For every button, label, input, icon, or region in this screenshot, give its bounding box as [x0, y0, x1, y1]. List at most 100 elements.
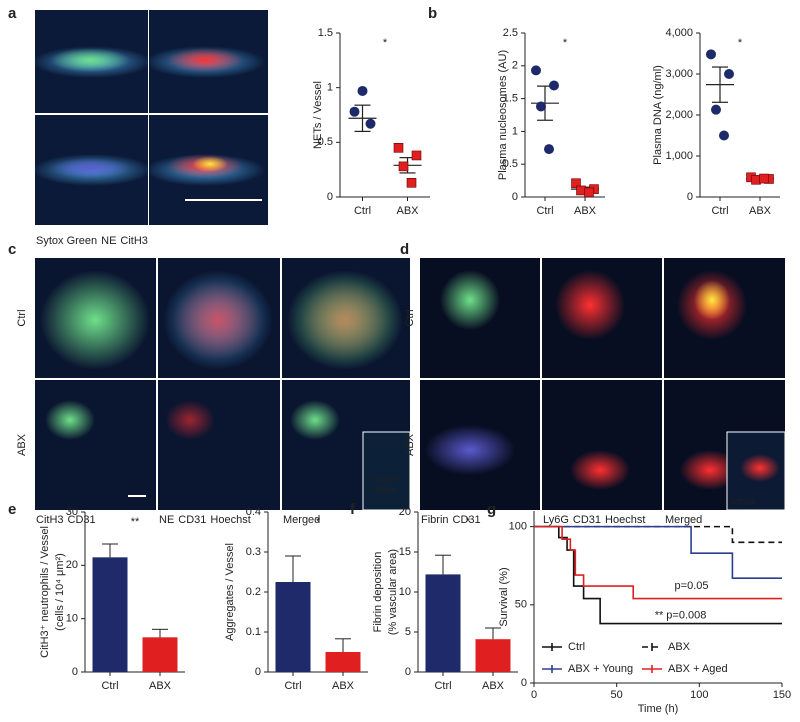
y-axis-label: Plasma DNA (ng/ml): [652, 65, 664, 165]
significance: *: [316, 516, 321, 528]
row-label: ABX: [404, 433, 416, 456]
data-point: [365, 118, 376, 129]
y-tick-label: 0.5: [318, 136, 333, 148]
y-tick-label: 10: [66, 613, 78, 625]
survival-line: [534, 525, 782, 625]
x-tick-label: 50: [611, 689, 623, 701]
y-tick-label: 0: [327, 191, 333, 203]
y-tick-label: 1.5: [503, 93, 518, 105]
image-blob: [40, 270, 150, 370]
image-tile: [542, 380, 662, 510]
y-tick-label: 20: [66, 559, 78, 571]
caption-word: CD31: [178, 514, 206, 526]
image-blob: [192, 156, 228, 172]
survival-line: [534, 525, 782, 600]
legend-label: ABX + Aged: [668, 663, 728, 675]
legend-label: ABX + Young: [568, 663, 633, 675]
image-blob: [300, 280, 390, 360]
y-tick-label: 0: [72, 666, 78, 678]
panel-letter: a: [8, 5, 17, 22]
panel-letter: d: [400, 241, 409, 258]
significance: *: [466, 516, 471, 528]
caption-word: CD31: [573, 514, 601, 526]
data-point: [393, 143, 404, 153]
image-blob: [165, 400, 215, 440]
caption-word: Merged: [665, 514, 702, 526]
caption-word: NE: [159, 514, 174, 526]
significance: **: [131, 516, 140, 528]
inset: [362, 431, 411, 511]
y-tick-label: 1: [512, 125, 518, 137]
caption-word: Fibrin: [421, 514, 449, 526]
caption-word: CitH3: [120, 235, 148, 247]
y-axis-label: Fibrin deposition: [372, 552, 384, 633]
y-tick-label: 0: [512, 191, 518, 203]
image-blob: [740, 454, 780, 482]
data-point: [576, 185, 586, 196]
image-blob: [45, 400, 95, 440]
significance: *: [738, 37, 743, 49]
data-point: [584, 187, 594, 198]
y-tick-label: 15: [399, 546, 411, 558]
image-blob: [425, 425, 515, 475]
data-point: [398, 161, 409, 172]
y-axis-label: CitH3⁺ neutrophils / Vessel: [39, 526, 51, 658]
x-tick-label: 150: [773, 689, 791, 701]
caption-word: NE: [101, 235, 116, 247]
y-tick-label: 2: [512, 60, 518, 72]
x-axis-label: Time (h): [638, 703, 679, 715]
data-point: [406, 177, 417, 188]
inset-label: Isotype: [730, 497, 756, 506]
x-tick-label: ABX: [482, 680, 505, 692]
legend-label: Ctrl: [568, 641, 585, 653]
image-blob: [680, 450, 740, 490]
inset-label: Isotype: [372, 485, 398, 494]
y-tick-label: 0: [521, 677, 527, 689]
data-point: [531, 65, 541, 76]
data-point: [549, 80, 559, 91]
y-tick-label: 0.2: [246, 586, 261, 598]
y-tick-label: 1.5: [318, 27, 333, 39]
image-blob: [50, 48, 130, 72]
data-point: [706, 49, 716, 60]
bar: [275, 582, 311, 672]
bar: [325, 652, 361, 672]
data-point: [544, 144, 554, 155]
significance: *: [563, 37, 568, 49]
data-point: [724, 69, 734, 79]
y-axis-label: Survival (%): [498, 567, 510, 626]
x-tick-label: Ctrl: [284, 680, 301, 692]
row-label: ABX: [16, 433, 28, 456]
y-axis-label: NETs / Vessel: [312, 81, 324, 149]
y-tick-label: 1,000: [665, 150, 693, 162]
y-tick-label: 2.5: [503, 27, 518, 39]
caption-word: Sytox Green: [36, 235, 97, 247]
row-label: Ctrl: [404, 309, 416, 326]
inset-label: Isotype: [372, 475, 398, 484]
survival-line: [534, 525, 782, 580]
bar: [142, 637, 178, 672]
bar: [475, 639, 511, 672]
y-tick-label: 0: [405, 666, 411, 678]
x-tick-label: Ctrl: [536, 205, 553, 217]
y-axis-label: Plasma nucleosomes (AU): [497, 50, 509, 180]
data-point: [571, 178, 581, 189]
image-tile: [35, 380, 156, 510]
significance: *: [383, 37, 388, 49]
data-point: [751, 174, 761, 185]
annotation: ** p=0.008: [655, 610, 707, 622]
y-tick-label: 5: [405, 626, 411, 638]
image-blob: [570, 450, 630, 490]
survival-line: [534, 525, 782, 544]
legend-label: ABX: [668, 641, 691, 653]
y-tick-label: 0.5: [503, 158, 518, 170]
x-tick-label: ABX: [749, 205, 772, 217]
data-point: [411, 150, 422, 161]
data-point: [536, 101, 546, 112]
x-tick-label: 100: [690, 689, 708, 701]
image-blob: [50, 158, 130, 178]
x-tick-label: Ctrl: [711, 205, 728, 217]
caption-word: CD31: [453, 514, 481, 526]
caption-word: Ly6G: [543, 514, 569, 526]
